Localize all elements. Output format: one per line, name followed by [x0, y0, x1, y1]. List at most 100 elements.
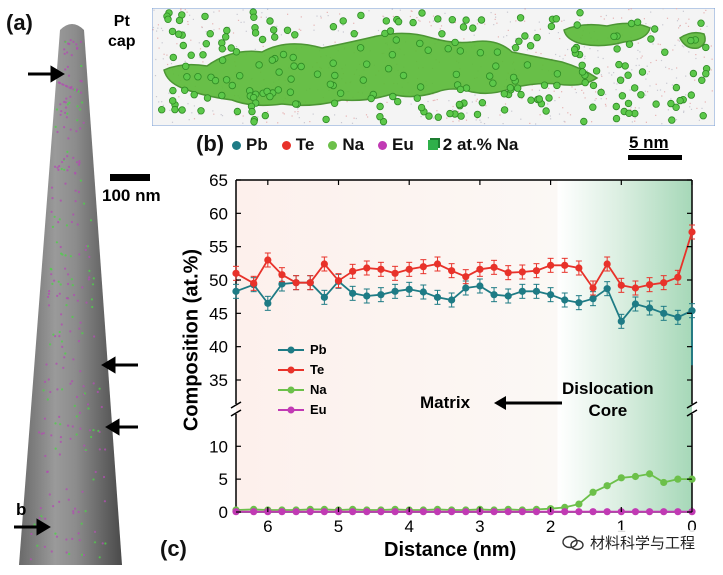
data-point-eu	[603, 508, 611, 516]
na-atom	[624, 99, 633, 108]
data-point-na	[575, 500, 583, 508]
na-atom	[266, 92, 274, 101]
needle-atom-dot	[83, 392, 86, 395]
needle-atom-dot	[81, 101, 84, 104]
noise-speck	[564, 121, 566, 123]
data-point-pb	[645, 304, 654, 312]
needle-atom-dot	[92, 429, 95, 432]
na-marker-icon	[328, 140, 338, 150]
needle-atom-dot	[66, 155, 69, 158]
noise-speck	[251, 30, 253, 32]
needle-atom-dot	[59, 423, 62, 426]
data-point-te	[518, 268, 526, 276]
noise-speck	[649, 26, 652, 28]
needle-atom-dot	[79, 40, 82, 44]
y-tick-label: 40	[209, 338, 228, 357]
y-tick-label: 55	[209, 238, 228, 257]
needle-atom-dot	[67, 137, 70, 140]
needle-atom-dot	[60, 323, 63, 326]
na-atom	[283, 26, 292, 34]
needle-atom-dot	[56, 388, 59, 391]
noise-speck	[339, 13, 341, 15]
na-atom	[438, 30, 446, 38]
noise-speck	[685, 75, 687, 77]
noise-speck	[221, 115, 224, 117]
na-atom	[637, 91, 645, 99]
noise-speck	[534, 29, 536, 31]
noise-speck	[178, 96, 180, 98]
noise-speck	[664, 91, 666, 93]
needle-atom-dot	[84, 510, 87, 513]
noise-speck	[188, 119, 190, 121]
noise-speck	[600, 98, 602, 100]
needle-atom-dot	[98, 387, 101, 390]
noise-speck	[496, 22, 498, 24]
noise-speck	[237, 19, 240, 21]
noise-speck	[655, 114, 657, 116]
noise-speck	[262, 45, 264, 47]
data-point-eu	[518, 508, 526, 516]
needle-atom-dot	[51, 225, 55, 228]
na-atom	[203, 94, 212, 102]
noise-speck	[199, 56, 201, 58]
noise-speck	[586, 69, 588, 72]
recon-scale-label: 5 nm	[629, 133, 669, 152]
noise-speck	[357, 32, 359, 34]
noise-speck	[466, 112, 468, 114]
noise-speck	[419, 20, 421, 22]
needle-atom-dot	[82, 385, 85, 388]
na-atom	[477, 16, 486, 24]
data-point-pb	[504, 292, 512, 300]
noise-speck	[591, 121, 593, 123]
noise-speck	[698, 119, 700, 121]
na-atom	[523, 61, 532, 69]
legend-label-isosurface: 2 at.% Na	[442, 135, 519, 154]
noise-speck	[678, 40, 680, 42]
needle-atom-dot	[39, 507, 42, 510]
na-atom	[202, 40, 210, 48]
noise-speck	[643, 18, 645, 20]
noise-speck	[638, 64, 640, 66]
noise-speck	[554, 100, 556, 102]
axis-break-mark	[686, 409, 698, 417]
noise-speck	[616, 83, 618, 85]
na-atom	[227, 44, 235, 52]
needle-atom-dot	[50, 273, 53, 276]
noise-speck	[528, 37, 530, 40]
noise-speck	[661, 48, 663, 50]
noise-speck	[694, 79, 696, 81]
na-atom	[218, 91, 226, 100]
noise-speck	[377, 29, 380, 32]
needle-atom-dot	[30, 532, 33, 536]
noise-speck	[157, 24, 159, 26]
data-point-eu	[504, 508, 512, 516]
data-point-eu	[575, 508, 583, 516]
needle-atom-dot	[64, 111, 67, 114]
noise-speck	[583, 46, 585, 48]
needle-atom-dot	[66, 85, 69, 88]
noise-speck	[520, 118, 522, 120]
needle-atom-dot	[72, 40, 75, 44]
needle-atom-dot	[63, 157, 66, 161]
na-atom	[613, 45, 621, 53]
noise-speck	[186, 11, 188, 13]
noise-speck	[630, 8, 632, 10]
noise-speck	[711, 90, 713, 92]
noise-speck	[287, 13, 289, 15]
na-atom	[527, 96, 535, 104]
noise-speck	[355, 117, 357, 120]
na-atom	[526, 42, 535, 50]
data-point-pb	[419, 288, 427, 296]
noise-speck	[595, 91, 597, 93]
x-tick-label: 2	[546, 517, 555, 536]
noise-speck	[535, 123, 537, 125]
noise-speck	[157, 37, 159, 39]
na-atom	[592, 67, 601, 75]
data-point-te	[349, 267, 357, 275]
data-point-pb	[391, 287, 399, 295]
data-point-eu	[674, 508, 682, 516]
noise-speck	[432, 99, 434, 102]
needle-atom-dot	[54, 532, 57, 535]
noise-speck	[550, 118, 552, 120]
noise-speck	[297, 113, 299, 115]
